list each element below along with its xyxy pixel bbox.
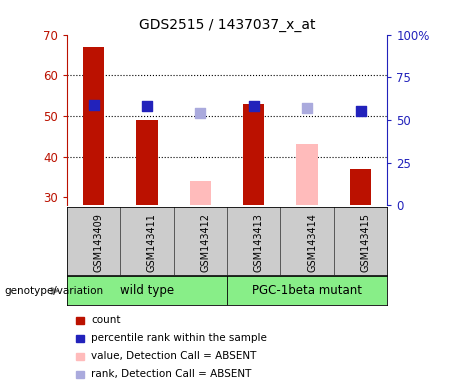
Text: GSM143413: GSM143413 (254, 213, 264, 271)
Text: count: count (91, 315, 121, 325)
Text: value, Detection Call = ABSENT: value, Detection Call = ABSENT (91, 351, 257, 361)
Text: GSM143414: GSM143414 (307, 213, 317, 271)
Bar (189, 181, 211, 205)
Point (303, 105, 311, 111)
Text: PGC-1beta mutant: PGC-1beta mutant (252, 285, 362, 297)
FancyBboxPatch shape (76, 371, 84, 378)
Bar (243, 104, 265, 205)
Text: wild type: wild type (120, 285, 174, 297)
Bar (136, 120, 158, 205)
Point (90, 101, 97, 108)
Point (250, 103, 257, 109)
Text: genotype/variation: genotype/variation (5, 286, 104, 296)
Text: GSM143411: GSM143411 (147, 213, 157, 271)
Text: GSM143415: GSM143415 (361, 213, 371, 272)
Title: GDS2515 / 1437037_x_at: GDS2515 / 1437037_x_at (139, 18, 315, 32)
Point (197, 110, 204, 116)
Point (357, 108, 364, 114)
Bar (83, 47, 104, 205)
Text: GSM143412: GSM143412 (201, 213, 210, 272)
Bar (296, 144, 318, 205)
Text: GSM143409: GSM143409 (94, 213, 104, 271)
FancyBboxPatch shape (76, 335, 84, 342)
Text: rank, Detection Call = ABSENT: rank, Detection Call = ABSENT (91, 369, 252, 379)
Bar (350, 169, 371, 205)
Text: percentile rank within the sample: percentile rank within the sample (91, 333, 267, 343)
FancyBboxPatch shape (76, 353, 84, 360)
FancyBboxPatch shape (76, 317, 84, 324)
Point (143, 103, 151, 109)
